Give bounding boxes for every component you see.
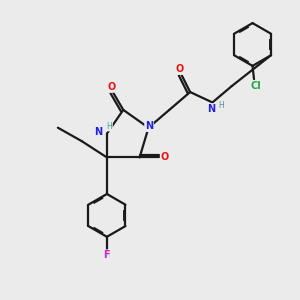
Text: N: N xyxy=(207,104,215,114)
Text: F: F xyxy=(103,250,110,260)
Text: H: H xyxy=(106,122,112,131)
Text: Cl: Cl xyxy=(250,81,261,91)
Text: N: N xyxy=(94,127,103,137)
Text: H: H xyxy=(218,101,224,110)
Text: O: O xyxy=(107,82,116,92)
Text: O: O xyxy=(161,152,169,162)
Text: N: N xyxy=(145,121,153,131)
Text: O: O xyxy=(176,64,184,74)
